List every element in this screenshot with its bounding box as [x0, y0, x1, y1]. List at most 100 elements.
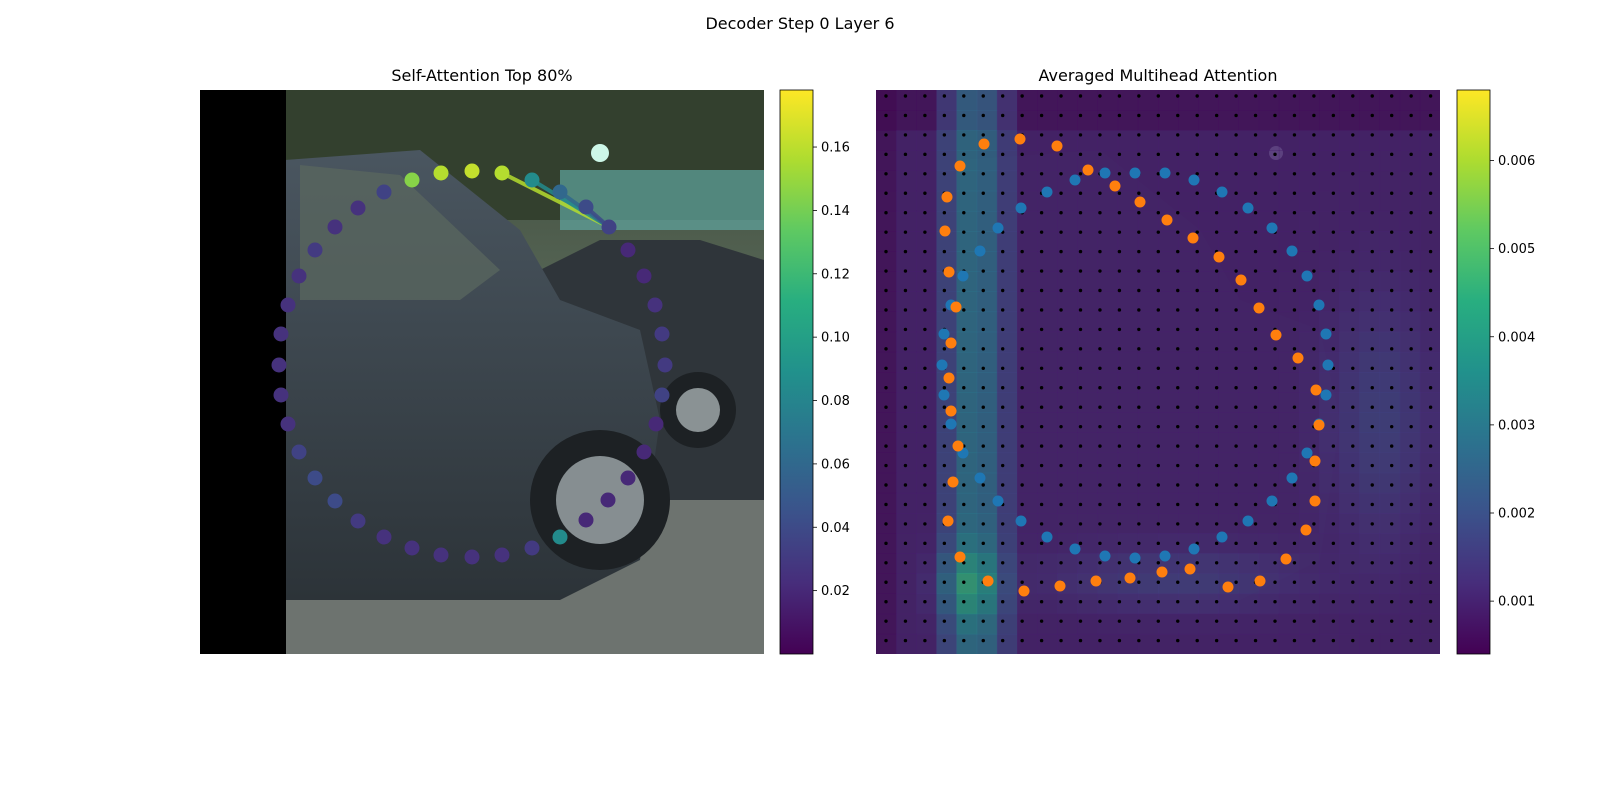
grid-dot [1078, 230, 1083, 234]
heatmap-cell [956, 513, 978, 534]
blue-point [1099, 167, 1111, 179]
colorbar-left-ticks: 0.020.040.060.080.100.120.140.16 [813, 141, 850, 599]
grid-dot [1351, 211, 1355, 215]
heatmap-cell [896, 150, 917, 172]
grid-dot [884, 658, 887, 661]
grid-dot [1312, 211, 1316, 215]
grid-dot [1214, 541, 1219, 546]
grid-dot [1001, 269, 1005, 273]
blue-point [938, 328, 950, 340]
heatmap-cell [1419, 210, 1440, 232]
grid-dot [1001, 347, 1005, 351]
heatmap-cell [1218, 452, 1240, 474]
grid-dot [1312, 522, 1316, 526]
heatmap-cell [1399, 311, 1421, 333]
grid-dot [903, 249, 908, 254]
grid-dot [1001, 133, 1005, 137]
grid-dot [1039, 580, 1044, 584]
grid-dot [1059, 366, 1063, 370]
grid-dot [1448, 483, 1451, 486]
self-attention-point [620, 242, 636, 258]
grid-dot [923, 619, 927, 623]
grid-dot [1370, 483, 1374, 487]
heatmap-cell [1158, 130, 1179, 151]
heatmap-cell [1218, 231, 1240, 252]
figure-suptitle: Decoder Step 0 Layer 6 [705, 14, 895, 33]
grid-dot [1214, 463, 1219, 468]
grid-dot [1117, 424, 1122, 429]
heatmap-cell [1319, 150, 1340, 172]
grid-dot [1448, 406, 1451, 409]
grid-dot [1351, 230, 1355, 234]
heatmap-cell [996, 392, 1018, 413]
grid-dot [1020, 230, 1024, 234]
grid-dot [903, 386, 908, 390]
heatmap-cell [1359, 392, 1381, 413]
grid-dot [1078, 94, 1083, 98]
grid-dot [1098, 94, 1102, 98]
grid-dot [1156, 152, 1161, 157]
self-attention-point [552, 184, 568, 200]
heatmap-cell [1218, 331, 1240, 353]
heatmap-cell [1117, 291, 1139, 313]
heatmap-cell [1198, 553, 1219, 574]
grid-dot [1176, 94, 1180, 98]
grid-dot [1039, 405, 1044, 409]
grid-dot [1214, 502, 1219, 507]
heatmap-cell [1137, 633, 1159, 654]
heatmap-cell [1057, 452, 1078, 474]
blue-point [1242, 202, 1254, 214]
grid-dot [1020, 347, 1024, 351]
grid-dot [1078, 308, 1083, 312]
grid-dot [1331, 327, 1336, 332]
grid-dot [962, 561, 966, 565]
grid-dot [1214, 405, 1219, 409]
grid-dot [1078, 463, 1083, 468]
grid-dot [1390, 269, 1394, 273]
heatmap-cell [1399, 150, 1421, 172]
heatmap-cell [916, 432, 937, 454]
heatmap-cell [1057, 190, 1078, 212]
grid-dot [1448, 600, 1451, 603]
grid-dot [884, 386, 888, 390]
heatmap-cell [1379, 150, 1401, 172]
grid-dot [1234, 483, 1238, 487]
grid-dot [1214, 638, 1219, 643]
heatmap-cell [896, 432, 917, 454]
grid-dot [1176, 366, 1180, 370]
grid-dot [1409, 230, 1413, 234]
heatmap-cell [1037, 110, 1058, 131]
heatmap-cell [1117, 372, 1139, 393]
blue-point [1286, 472, 1298, 484]
heatmap-cell [1319, 553, 1340, 574]
grid-dot [942, 172, 947, 176]
heatmap-cell [1117, 251, 1139, 272]
grid-dot [1448, 211, 1451, 214]
heatmap-cell [1158, 392, 1179, 413]
heatmap-cell [1258, 90, 1280, 111]
grid-dot [1253, 94, 1258, 98]
grid-dot [884, 522, 888, 526]
heatmap-cell [976, 593, 998, 615]
colorbar-left [779, 89, 814, 655]
self-attention-point [578, 512, 594, 528]
grid-dot [942, 541, 947, 546]
self-attention-point [327, 493, 343, 509]
heatmap-cell [1278, 291, 1300, 313]
grid-dot [1195, 249, 1199, 254]
grid-dot [1351, 269, 1355, 273]
heatmap-cell [1097, 90, 1119, 111]
grid-dot [1331, 191, 1336, 195]
grid-dot [962, 152, 966, 157]
grid-dot [1078, 638, 1083, 643]
heatmap-cell [1057, 251, 1078, 272]
grid-dot [1234, 133, 1238, 137]
heatmap-cell [1258, 432, 1280, 454]
grid-dot [1098, 386, 1102, 390]
grid-dot [1273, 152, 1277, 157]
grid-dot [1409, 463, 1413, 468]
grid-dot [981, 483, 985, 487]
grid-dot [1253, 638, 1258, 643]
grid-dot [1176, 269, 1180, 273]
self-attention-point [271, 357, 287, 373]
